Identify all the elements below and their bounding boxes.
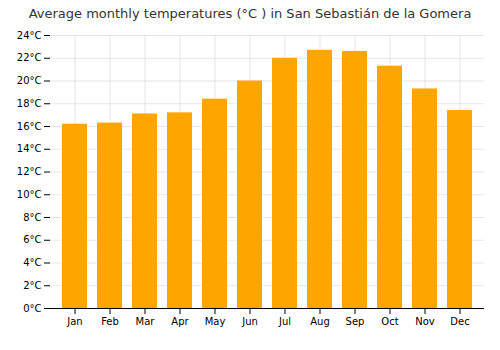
svg-text:0°C: 0°C — [23, 303, 41, 314]
svg-text:8°C: 8°C — [23, 212, 41, 223]
svg-text:Apr: Apr — [171, 316, 189, 327]
svg-text:24°C: 24°C — [17, 30, 42, 41]
svg-text:May: May — [205, 316, 226, 327]
svg-text:14°C: 14°C — [17, 143, 42, 154]
svg-text:10°C: 10°C — [17, 189, 42, 200]
svg-text:6°C: 6°C — [23, 234, 41, 245]
svg-text:Jan: Jan — [66, 316, 82, 327]
svg-text:Mar: Mar — [136, 316, 156, 327]
svg-text:22°C: 22°C — [17, 52, 42, 63]
svg-text:Sep: Sep — [346, 316, 365, 327]
svg-text:Dec: Dec — [450, 316, 469, 327]
svg-text:12°C: 12°C — [17, 166, 42, 177]
html-text:Average monthly temperatures (: Average monthly temperatures (°C ) in Sa… — [28, 6, 472, 21]
svg-text:Feb: Feb — [101, 316, 119, 327]
svg-text:16°C: 16°C — [17, 121, 42, 132]
svg-text:4°C: 4°C — [23, 257, 41, 268]
svg-text:Oct: Oct — [381, 316, 398, 327]
svg-text:2°C: 2°C — [23, 280, 41, 291]
svg-text:Jul: Jul — [278, 316, 291, 327]
svg-text:18°C: 18°C — [17, 98, 42, 109]
svg-text:20°C: 20°C — [17, 75, 42, 86]
svg-text:Jun: Jun — [241, 316, 258, 327]
svg-text:Nov: Nov — [415, 316, 435, 327]
svg-text:Aug: Aug — [310, 316, 330, 327]
